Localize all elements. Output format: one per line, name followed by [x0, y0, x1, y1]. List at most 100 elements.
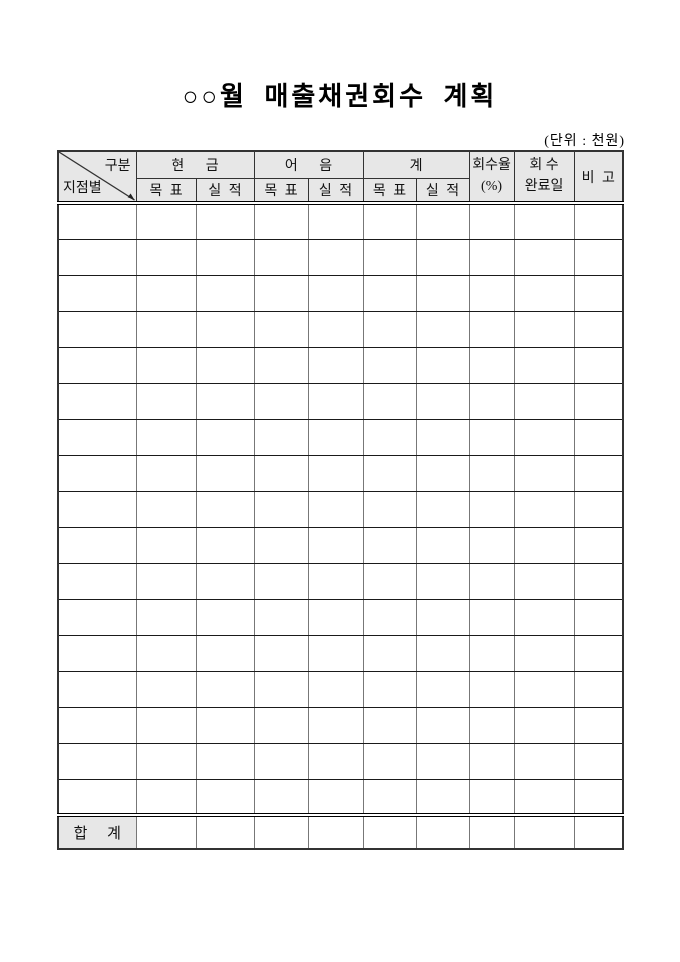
notes-actual-cell: [307, 742, 364, 780]
cash-target-cell: [135, 670, 197, 708]
branch-cell: [57, 310, 137, 348]
total-target-cell: [362, 274, 417, 312]
cash-target-cell: [135, 742, 197, 780]
total-target-cell: [362, 598, 417, 636]
rate-cell: [468, 382, 515, 420]
rate-cell: [468, 346, 515, 384]
table-row: [57, 202, 624, 240]
total-target-cell: [362, 418, 417, 456]
remarks-cell: [573, 670, 624, 708]
remarks-cell: [573, 418, 624, 456]
completion-date-cell: [513, 310, 575, 348]
notes-target-total-cell: [253, 813, 309, 850]
cash-actual-cell: [195, 454, 255, 492]
cash-actual-total-cell: [195, 813, 255, 850]
notes-target-cell: [253, 634, 309, 672]
remarks-cell: [573, 526, 624, 564]
rate-cell: [468, 598, 515, 636]
total-actual-cell: [415, 418, 470, 456]
header-group-notes: 어 음: [253, 150, 364, 179]
remarks-total-cell: [573, 813, 624, 850]
rate-cell: [468, 202, 515, 240]
notes-target-cell: [253, 706, 309, 744]
branch-cell: [57, 634, 137, 672]
cash-target-cell: [135, 598, 197, 636]
total-target-cell: [362, 310, 417, 348]
branch-cell: [57, 562, 137, 600]
completion-date-cell: [513, 598, 575, 636]
corner-header-cell: 구분 지점별: [57, 150, 137, 205]
table-row: [57, 382, 624, 420]
branch-cell: [57, 418, 137, 456]
cash-target-cell: [135, 202, 197, 240]
total-actual-cell: [415, 454, 470, 492]
completion-date-cell: [513, 742, 575, 780]
total-target-total-cell: [362, 813, 417, 850]
total-target-cell: [362, 382, 417, 420]
total-actual-cell: [415, 526, 470, 564]
notes-target-cell: [253, 778, 309, 816]
remarks-cell: [573, 778, 624, 816]
cash-target-cell: [135, 454, 197, 492]
notes-actual-cell: [307, 346, 364, 384]
total-target-cell: [362, 454, 417, 492]
rate-cell: [468, 454, 515, 492]
cash-target-cell: [135, 490, 197, 528]
cash-target-cell: [135, 274, 197, 312]
table-row: [57, 706, 624, 744]
total-actual-cell: [415, 202, 470, 240]
notes-target-cell: [253, 382, 309, 420]
notes-actual-cell: [307, 238, 364, 276]
cash-actual-cell: [195, 310, 255, 348]
table-row: [57, 634, 624, 672]
notes-actual-cell: [307, 310, 364, 348]
cash-target-cell: [135, 346, 197, 384]
notes-target-cell: [253, 454, 309, 492]
table-row: [57, 742, 624, 780]
notes-actual-cell: [307, 670, 364, 708]
header-collection-rate: 회수율 (%): [468, 150, 515, 205]
header-completion-date: 회 수 완료일: [513, 150, 575, 205]
notes-target-cell: [253, 742, 309, 780]
cash-target-cell: [135, 778, 197, 816]
remarks-cell: [573, 238, 624, 276]
total-target-cell: [362, 490, 417, 528]
total-actual-cell: [415, 562, 470, 600]
rate-total-cell: [468, 813, 515, 850]
total-target-cell: [362, 562, 417, 600]
header-total-target: 목 표: [362, 177, 417, 205]
total-actual-cell: [415, 238, 470, 276]
cash-actual-cell: [195, 562, 255, 600]
total-actual-cell: [415, 598, 470, 636]
rate-line2: (%): [481, 178, 503, 194]
completion-date-cell: [513, 418, 575, 456]
branch-cell: [57, 490, 137, 528]
total-actual-total-cell: [415, 813, 470, 850]
table-row: [57, 778, 624, 816]
cash-actual-cell: [195, 274, 255, 312]
rate-cell: [468, 706, 515, 744]
total-actual-cell: [415, 706, 470, 744]
cash-actual-cell: [195, 526, 255, 564]
total-actual-cell: [415, 778, 470, 816]
completion-date-cell: [513, 562, 575, 600]
remarks-cell: [573, 706, 624, 744]
cash-actual-cell: [195, 382, 255, 420]
remarks-cell: [573, 634, 624, 672]
remarks-cell: [573, 310, 624, 348]
total-actual-cell: [415, 310, 470, 348]
remarks-cell: [573, 202, 624, 240]
table-row: [57, 490, 624, 528]
remarks-cell: [573, 490, 624, 528]
total-target-cell: [362, 346, 417, 384]
total-target-cell: [362, 634, 417, 672]
branch-cell: [57, 526, 137, 564]
rate-cell: [468, 310, 515, 348]
notes-target-cell: [253, 562, 309, 600]
completion-date-cell: [513, 382, 575, 420]
cash-target-cell: [135, 238, 197, 276]
header-cash-target: 목 표: [135, 177, 197, 205]
cash-target-cell: [135, 418, 197, 456]
branch-cell: [57, 742, 137, 780]
remarks-cell: [573, 454, 624, 492]
